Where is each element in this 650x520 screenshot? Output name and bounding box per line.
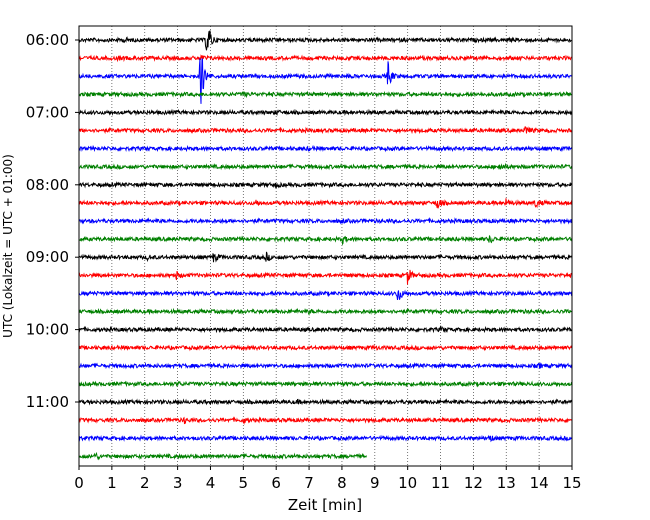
x-tick-label: 0	[74, 474, 84, 492]
x-tick-label: 14	[530, 474, 549, 492]
y-tick-label: 11:00	[26, 393, 69, 411]
x-tick-label: 3	[173, 474, 183, 492]
seismogram-traces	[78, 30, 573, 461]
trace-line	[78, 54, 573, 63]
trace-line	[78, 362, 573, 370]
trace-line	[78, 90, 573, 99]
x-tick-label: 1	[107, 474, 117, 492]
trace-line	[78, 30, 573, 51]
x-tick-label: 7	[304, 474, 314, 492]
trace-line	[78, 324, 573, 334]
trace-line	[78, 198, 573, 209]
x-tick-label: 15	[562, 474, 581, 492]
trace-line	[78, 289, 573, 301]
y-tick-label: 08:00	[26, 176, 69, 194]
x-tick-label: 13	[497, 474, 516, 492]
trace-line	[78, 343, 573, 352]
trace-line	[78, 380, 573, 388]
trace-line	[78, 451, 367, 461]
x-tick-label: 10	[398, 474, 417, 492]
trace-line	[78, 58, 573, 104]
trace-line	[78, 126, 573, 135]
y-axis-ticks: 06:00 07:00 08:00 09:00 10:00 11:00	[26, 31, 79, 411]
trace-line	[78, 434, 573, 443]
x-axis-label: Zeit [min]	[288, 496, 362, 514]
x-tick-label: 6	[271, 474, 281, 492]
y-tick-label: 10:00	[26, 321, 69, 339]
x-tick-label: 8	[337, 474, 347, 492]
x-tick-label: 12	[464, 474, 483, 492]
trace-line	[78, 144, 573, 153]
x-tick-label: 4	[206, 474, 216, 492]
x-tick-label: 5	[239, 474, 249, 492]
trace-line	[78, 307, 573, 316]
trace-line	[78, 251, 573, 263]
y-tick-label: 09:00	[26, 248, 69, 266]
x-axis-ticks: 0 1 2 3 4 5 6 7 8 9 10 11 12 13 14 15	[74, 466, 582, 492]
y-axis-label: UTC (Lokalzeit = UTC + 01:00)	[1, 154, 15, 338]
x-tick-label: 2	[140, 474, 150, 492]
trace-line	[78, 217, 573, 225]
y-tick-label: 06:00	[26, 31, 69, 49]
trace-line	[78, 416, 573, 425]
x-tick-label: 9	[370, 474, 380, 492]
plot-frame	[78, 25, 573, 467]
y-tick-label: 07:00	[26, 103, 69, 121]
trace-line	[78, 162, 573, 171]
x-tick-label: 11	[431, 474, 450, 492]
trace-line	[78, 269, 573, 285]
trace-line	[78, 181, 573, 189]
trace-line	[78, 398, 573, 406]
trace-line	[78, 108, 573, 117]
grid-lines	[111, 26, 540, 466]
trace-line	[78, 235, 573, 246]
